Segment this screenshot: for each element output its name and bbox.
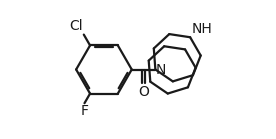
Text: NH: NH [191, 22, 212, 36]
Text: Cl: Cl [70, 19, 83, 33]
Text: O: O [138, 85, 149, 100]
Text: N: N [156, 63, 166, 77]
Text: F: F [81, 104, 89, 118]
